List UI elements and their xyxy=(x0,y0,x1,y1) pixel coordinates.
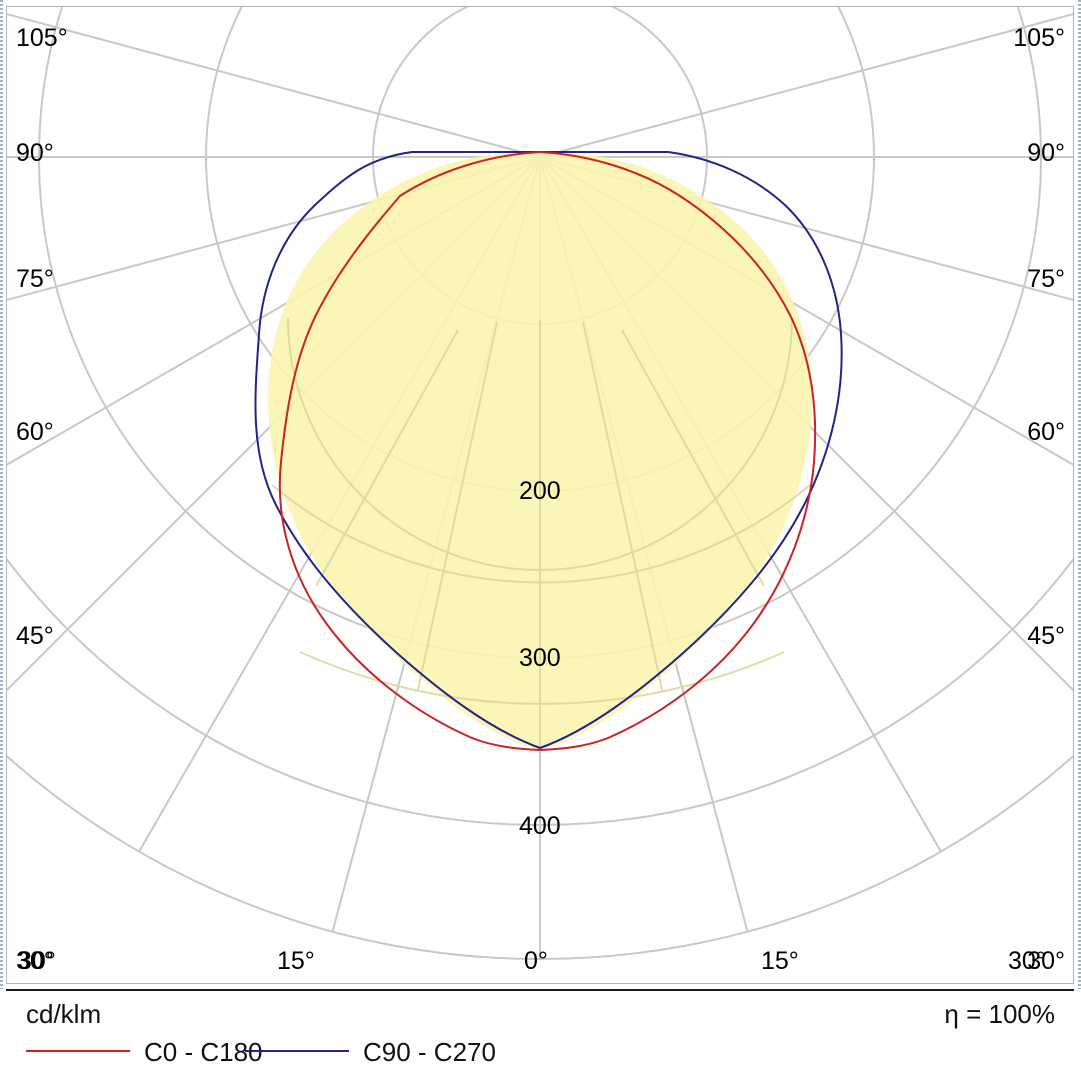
legend-divider xyxy=(6,989,1074,991)
legend-swatch-c90-c270-icon xyxy=(245,1050,349,1052)
axis-label-bottom-15-left: 15° xyxy=(277,947,315,975)
axis-label-left-30: 30° xyxy=(16,947,54,975)
chart-legend: cd/klm η = 100% C0 - C180 C90 - C270 xyxy=(0,989,1081,1068)
axis-label-right-75: 75° xyxy=(1027,265,1065,293)
axis-label-right-90: 90° xyxy=(1027,139,1065,167)
series-curve-c90-c270 xyxy=(254,151,843,749)
axis-label-left-60: 60° xyxy=(16,418,54,446)
radial-label-300: 300 xyxy=(519,644,561,672)
legend-swatch-c0-c180-icon xyxy=(26,1050,130,1052)
legend-label-c0-c180: C0 - C180 xyxy=(144,1037,263,1067)
axis-label-bottom-15-right: 15° xyxy=(761,947,799,975)
axis-label-left-45: 45° xyxy=(16,622,54,650)
axis-label-right-30: 30° xyxy=(1027,947,1065,975)
window-right-edge xyxy=(1078,0,1081,1068)
series-curve-c0-c180 xyxy=(278,151,817,751)
axis-label-right-45: 45° xyxy=(1027,622,1065,650)
axis-label-right-60: 60° xyxy=(1027,418,1065,446)
radial-label-200: 200 xyxy=(519,477,561,505)
axis-label-bottom-30-left: 30° xyxy=(18,947,56,975)
fill-inner-gridlines xyxy=(271,317,811,748)
unit-label: cd/klm xyxy=(26,999,102,1029)
window-left-edge xyxy=(0,0,3,1068)
axis-label-bottom-0: 0° xyxy=(524,947,548,975)
axis-label-bottom-30-right: 30° xyxy=(1008,947,1046,975)
radial-label-400: 400 xyxy=(519,812,561,840)
axis-label-left-75: 75° xyxy=(16,265,54,293)
axis-label-left-105: 105° xyxy=(16,24,68,52)
axis-label-right-105: 105° xyxy=(1013,24,1065,52)
polar-plot-svg xyxy=(7,7,1073,960)
legend-label-c90-c270: C90 - C270 xyxy=(363,1037,496,1067)
axis-label-left-90: 90° xyxy=(16,139,54,167)
efficiency-label: η = 100% xyxy=(944,999,1055,1029)
